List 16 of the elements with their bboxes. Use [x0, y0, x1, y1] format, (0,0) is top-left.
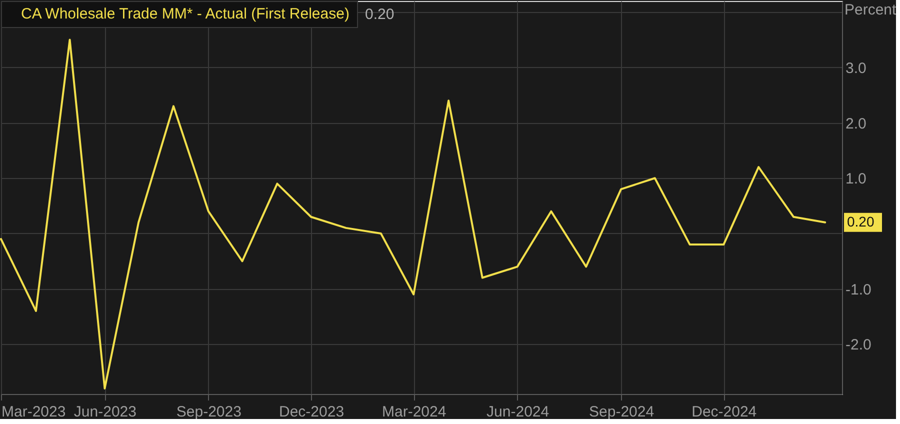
annotation: 0.20 — [365, 6, 394, 23]
y-tick-label: -1.0 — [846, 281, 872, 298]
x-tick-label: Jun-2023 — [74, 404, 136, 420]
text: CA Wholesale Trade MM* - Actual (First Release) — [21, 6, 350, 22]
data-label: 0.20 — [847, 213, 874, 230]
y-tick-label: 1.0 — [846, 170, 866, 188]
x-tick-label: Mar-2024 — [382, 404, 446, 420]
x-tick-label: Mar-2023 — [2, 404, 66, 420]
y-axis-title: Percent — [844, 2, 898, 18]
y-tick-label: -2.0 — [846, 336, 872, 354]
x-tick-label: Jun-2024 — [486, 404, 550, 420]
line-series — [0, 38, 826, 390]
y-tick-label: 3.0 — [846, 60, 866, 77]
x-tick-label: Dec-2023 — [278, 404, 344, 420]
x-tick-label: Dec-2024 — [692, 404, 757, 420]
y-tick-label: 2.0 — [846, 115, 866, 132]
